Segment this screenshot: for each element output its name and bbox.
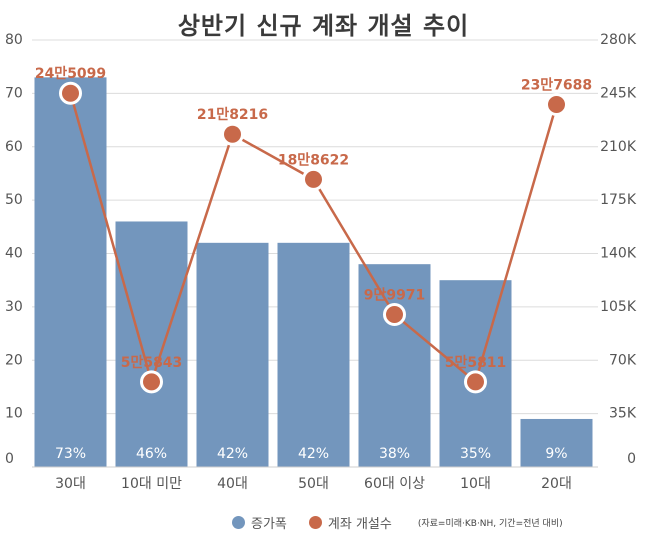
line-point (302, 167, 325, 191)
x-tick-label: 10대 미만 (121, 476, 182, 492)
left-tick-label: 10 (5, 406, 23, 422)
bar-data-label: 42% (217, 446, 248, 462)
line-data-label: 18만8622 (278, 152, 349, 168)
line-data-label: 9만9971 (364, 288, 426, 304)
right-tick-label: 70K (609, 352, 637, 368)
left-tick-label: 0 (5, 451, 14, 467)
bar-data-label: 38% (379, 446, 410, 462)
x-tick-label: 30대 (55, 476, 86, 492)
left-tick-label: 30 (5, 299, 23, 315)
line-point (464, 370, 487, 394)
x-tick-label: 60대 이상 (364, 476, 425, 492)
left-tick-label: 50 (5, 192, 23, 208)
right-tick-label: 140K (600, 246, 637, 262)
right-tick-label: 175K (600, 192, 637, 208)
bar-data-label: 73% (55, 446, 86, 462)
bar (34, 77, 107, 468)
bar-data-label: 9% (545, 446, 567, 462)
right-tick-label: 280K (600, 32, 637, 48)
legend: 증가폭 계좌 개설수 (자료=미래·KB·NH, 기간=전년 대비) (232, 513, 563, 532)
line-data-label: 5만5811 (445, 355, 507, 371)
bar (115, 221, 188, 467)
bar (277, 242, 350, 467)
line-point (59, 81, 82, 105)
right-tick-label: 245K (600, 85, 637, 101)
source-note: (자료=미래·KB·NH, 기간=전년 대비) (417, 519, 563, 529)
left-tick-label: 80 (5, 32, 23, 48)
right-tick-label: 105K (600, 299, 637, 315)
legend-line-label: 계좌 개설수 (327, 517, 392, 532)
left-tick-label: 40 (5, 246, 23, 262)
x-tick-label: 40대 (217, 476, 248, 492)
right-tick-label: 35K (609, 406, 637, 422)
bar (520, 418, 593, 467)
chart-title: 상반기 신규 계좌 개설 추이 (177, 12, 470, 40)
bar-data-label: 35% (460, 446, 491, 462)
line-data-label: 24만5099 (35, 66, 106, 82)
line-data-label: 21만8216 (197, 107, 268, 123)
line-point (545, 93, 568, 117)
legend-item-bar[interactable]: 증가폭 (232, 513, 287, 532)
line-point (221, 122, 244, 146)
x-tick-label: 10대 (460, 476, 491, 492)
left-tick-label: 20 (5, 352, 23, 368)
right-tick-label: 0 (627, 451, 636, 467)
bar-data-label: 46% (136, 446, 167, 462)
line-data-label: 5만5843 (121, 355, 183, 371)
x-tick-label: 20대 (541, 476, 572, 492)
right-tick-label: 210K (600, 139, 637, 155)
bar (196, 242, 269, 467)
line-data-label: 23만7688 (521, 78, 592, 94)
bar (358, 264, 431, 467)
legend-bar-label: 증가폭 (251, 517, 287, 532)
legend-item-line[interactable]: 계좌 개설수 (308, 513, 392, 532)
legend-bar-swatch (232, 516, 245, 529)
x-tick-label: 50대 (298, 476, 329, 492)
left-tick-label: 60 (5, 139, 23, 155)
bar-data-label: 42% (298, 446, 329, 462)
line-point (140, 370, 163, 394)
left-tick-label: 70 (5, 85, 23, 101)
legend-line-swatch (308, 516, 322, 529)
line-point (383, 303, 406, 327)
